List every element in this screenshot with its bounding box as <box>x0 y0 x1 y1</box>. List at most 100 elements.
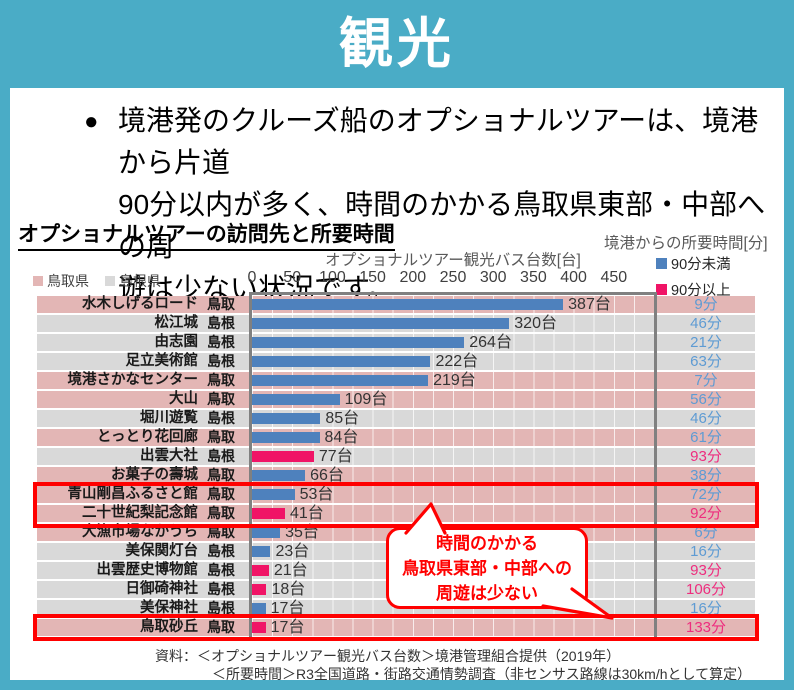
bar-cell: 264台 <box>252 334 654 351</box>
bus-count-label: 387台 <box>568 296 611 313</box>
legend-label: 90分以上 <box>671 283 731 299</box>
prefecture-label: 島根 <box>204 562 252 579</box>
x-tick-label: 250 <box>439 269 467 286</box>
bus-bar <box>252 508 285 519</box>
x-tick-label: 150 <box>359 269 386 286</box>
destination-label: 日御碕神社 <box>37 581 204 598</box>
bus-bar <box>252 375 429 386</box>
destination-label: 美保神社 <box>37 600 204 617</box>
bus-bar <box>252 546 271 557</box>
bar-cell: 387台 <box>252 296 654 313</box>
bus-axis-title: オプショナルツアー観光バス台数[台] <box>325 252 581 269</box>
legend-item-under90: 90分未満 <box>656 253 731 274</box>
bus-bar <box>252 470 306 481</box>
bus-count-label: 219台 <box>433 372 476 389</box>
legend-item-shimane: 島根県 <box>105 271 161 291</box>
bus-bar <box>252 413 321 424</box>
chart-row: 足立美術館 島根 222台 63分 <box>37 353 755 370</box>
time-axis-title: 境港からの所要時間[分] <box>604 235 768 252</box>
prefecture-legend: 鳥取県 島根県 <box>33 271 161 291</box>
prefecture-label: 鳥取 <box>204 296 252 313</box>
destination-label: 鳥取砂丘 <box>37 619 204 636</box>
destination-label: 美保関灯台 <box>37 543 204 560</box>
callout-line: 周遊は少ない <box>436 583 538 603</box>
prefecture-label: 鳥取 <box>204 391 252 408</box>
bus-count-label: 66台 <box>310 467 344 484</box>
prefecture-label: 島根 <box>204 543 252 560</box>
bus-bar <box>252 356 431 367</box>
bus-bar <box>252 584 267 595</box>
travel-time-label: 56分 <box>657 391 755 408</box>
source-line: ＜所要時間＞R3全国道路・街路交通情勢調査（非センサス路線は30km/hとして算… <box>212 666 752 682</box>
legend-item-over90: 90分以上 <box>656 279 731 300</box>
bus-count-label: 23台 <box>275 543 310 560</box>
destination-label: 由志園 <box>37 334 204 351</box>
chart-row: 青山剛昌ふるさと館 鳥取 53台 72分 <box>37 486 755 503</box>
bus-bar <box>252 337 465 348</box>
chart-row: 境港さかなセンター 鳥取 219台 7分 <box>37 372 755 389</box>
destination-label: 足立美術館 <box>37 353 204 370</box>
travel-time-label: 46分 <box>657 410 755 427</box>
chart-row: 大山 鳥取 109台 56分 <box>37 391 755 408</box>
prefecture-label: 鳥取 <box>204 505 252 522</box>
bar-cell: 66台 <box>252 467 654 484</box>
bus-count-label: 21台 <box>273 562 308 579</box>
bus-bar <box>252 451 314 462</box>
bus-bar <box>252 394 340 405</box>
destination-label: 松江城 <box>37 315 204 332</box>
callout-bubble: 時間のかかる 鳥取県東部・中部への 周遊は少ない <box>386 527 588 609</box>
destination-label: 境港さかなセンター <box>37 372 204 389</box>
travel-time-label: 61分 <box>657 429 755 446</box>
x-axis-ticks: 0 50 100 150 200 250 300 350 400 450 <box>0 269 794 287</box>
x-tick-label: 350 <box>520 269 547 286</box>
prefecture-label: 島根 <box>204 581 252 598</box>
bar-cell: 77台 <box>252 448 654 465</box>
prefecture-label: 鳥取 <box>204 524 252 541</box>
chart-row: 松江城 島根 320台 46分 <box>37 315 755 332</box>
tottori-swatch-icon <box>33 276 43 286</box>
bar-cell: 219台 <box>252 372 654 389</box>
destination-label: 出雲大社 <box>37 448 204 465</box>
bus-bar <box>252 299 564 310</box>
bar-cell: 17台 <box>252 619 654 636</box>
source-line: 資料：＜オプショナルツアー観光バス台数＞境港管理組合提供（2019年） <box>155 648 621 664</box>
time-legend: 90分未満 90分以上 <box>656 253 731 305</box>
destination-label: とっとり花回廊 <box>37 429 204 446</box>
chart-row: 水木しげるロード 鳥取 387台 9分 <box>37 296 755 313</box>
destination-label: 堀川遊覧 <box>37 410 204 427</box>
prefecture-label: 島根 <box>204 353 252 370</box>
summary-line: 境港発のクルーズ船のオプショナルツアーは、境港から片道 <box>118 105 759 178</box>
travel-time-label: 93分 <box>657 562 755 579</box>
bar-cell: 53台 <box>252 486 654 503</box>
bus-bar <box>252 565 269 576</box>
source-prefix: 資料： <box>155 648 197 664</box>
travel-time-label: 16分 <box>657 543 755 560</box>
bar-cell: 320台 <box>252 315 654 332</box>
bus-count-label: 222台 <box>435 353 479 370</box>
chart-row: 由志園 島根 264台 21分 <box>37 334 755 351</box>
x-tick-label: 0 <box>247 269 257 286</box>
bar-cell: 85台 <box>252 410 654 427</box>
bus-count-label: 17台 <box>270 600 305 617</box>
prefecture-label: 島根 <box>204 600 252 617</box>
legend-label: 島根県 <box>119 273 161 289</box>
bullet-icon: ● <box>84 108 99 135</box>
travel-time-label: 6分 <box>657 524 755 541</box>
destination-label: 水木しげるロード <box>37 296 204 313</box>
bus-count-label: 264台 <box>469 334 512 351</box>
bus-bar <box>252 489 295 500</box>
chart-title: オプショナルツアーの訪問先と所要時間 <box>18 218 395 251</box>
bus-count-label: 84台 <box>324 429 359 446</box>
bus-count-label: 77台 <box>318 448 353 465</box>
bus-count-label: 85台 <box>325 410 360 427</box>
summary-line: 90分以内が多く、時間のかかる鳥取県東部・中部への周 <box>118 189 766 262</box>
title-band: 観光 <box>0 0 794 88</box>
bus-count-label: 17台 <box>270 619 305 636</box>
under90-swatch-icon <box>656 258 667 269</box>
bus-bar <box>252 622 266 633</box>
summary-paragraph: ● 境港発のクルーズ船のオプショナルツアーは、境港から片道 90分以内が多く、時… <box>84 100 768 310</box>
page-title: 観光 <box>339 14 455 74</box>
over90-swatch-icon <box>656 284 667 295</box>
legend-label: 鳥取県 <box>47 273 89 289</box>
destination-label: 大山 <box>37 391 204 408</box>
